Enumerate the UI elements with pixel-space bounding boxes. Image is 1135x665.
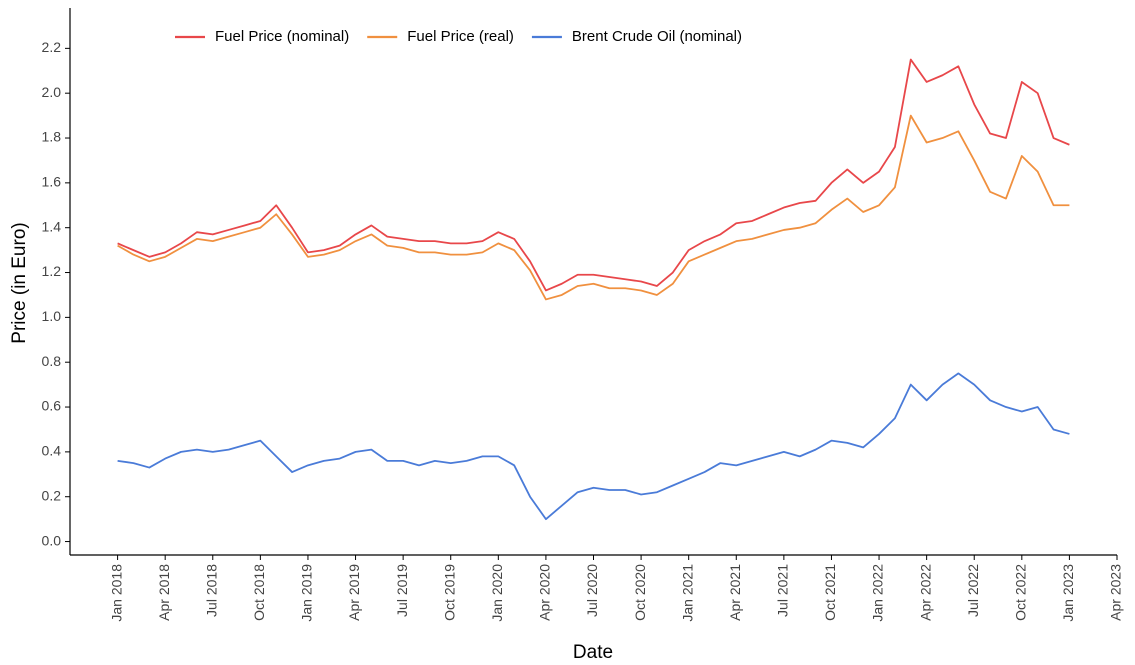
y-tick-label: 0.0 — [42, 532, 62, 548]
x-tick-label: Apr 2023 — [1108, 564, 1124, 621]
x-tick-label: Jan 2018 — [108, 564, 124, 622]
x-tick-label: Jul 2018 — [203, 564, 219, 617]
x-tick-label: Apr 2019 — [346, 564, 362, 621]
y-tick-label: 2.2 — [42, 39, 62, 55]
x-tick-label: Jan 2020 — [489, 564, 505, 622]
legend-label: Brent Crude Oil (nominal) — [572, 28, 742, 45]
x-tick-label: Jan 2019 — [299, 564, 315, 622]
x-tick-label: Jul 2021 — [775, 564, 791, 617]
x-tick-label: Apr 2022 — [917, 564, 933, 621]
x-tick-label: Oct 2019 — [441, 564, 457, 621]
x-axis-title: Date — [573, 642, 613, 663]
y-axis-title: Price (in Euro) — [9, 222, 30, 343]
y-tick-label: 2.0 — [42, 84, 62, 100]
y-tick-label: 1.6 — [42, 174, 62, 190]
y-tick-label: 1.8 — [42, 129, 62, 145]
x-tick-label: Apr 2018 — [156, 564, 172, 621]
x-tick-label: Jul 2020 — [584, 564, 600, 617]
series-line — [117, 58, 1070, 292]
y-tick-label: 0.8 — [42, 353, 62, 369]
y-tick-label: 0.4 — [42, 443, 62, 459]
x-tick-label: Jul 2019 — [394, 564, 410, 617]
y-tick-label: 1.4 — [42, 218, 62, 234]
y-tick-label: 0.6 — [42, 398, 62, 414]
x-tick-label: Oct 2021 — [822, 564, 838, 621]
x-tick-label: Apr 2020 — [537, 564, 553, 621]
x-tick-label: Jan 2022 — [870, 564, 886, 622]
series-line — [117, 372, 1070, 521]
y-tick-label: 1.2 — [42, 263, 62, 279]
x-tick-label: Oct 2018 — [251, 564, 267, 621]
x-tick-label: Oct 2020 — [632, 564, 648, 621]
x-tick-label: Jan 2023 — [1060, 564, 1076, 622]
x-tick-label: Apr 2021 — [727, 564, 743, 621]
legend-label: Fuel Price (real) — [407, 28, 514, 45]
y-tick-label: 1.0 — [42, 308, 62, 324]
y-tick-label: 0.2 — [42, 487, 62, 503]
x-tick-label: Jul 2022 — [965, 564, 981, 617]
x-tick-label: Oct 2022 — [1013, 564, 1029, 621]
x-tick-label: Jan 2021 — [679, 564, 695, 622]
legend-label: Fuel Price (nominal) — [215, 28, 349, 45]
series-line — [117, 114, 1070, 301]
